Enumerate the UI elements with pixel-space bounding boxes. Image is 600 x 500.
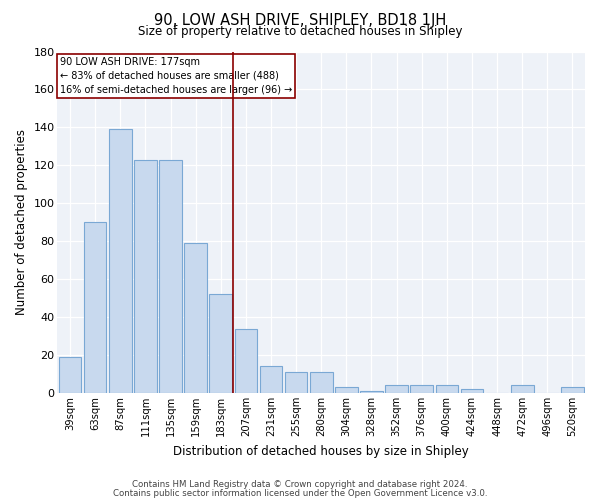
Bar — [184, 243, 207, 393]
Bar — [260, 366, 282, 393]
Bar — [360, 391, 383, 393]
Bar — [511, 386, 533, 393]
Bar — [235, 328, 257, 393]
Text: 90 LOW ASH DRIVE: 177sqm
← 83% of detached houses are smaller (488)
16% of semi-: 90 LOW ASH DRIVE: 177sqm ← 83% of detach… — [60, 56, 292, 94]
Bar — [561, 388, 584, 393]
Bar — [385, 386, 408, 393]
Bar — [335, 388, 358, 393]
Bar — [461, 389, 483, 393]
Bar — [436, 386, 458, 393]
Y-axis label: Number of detached properties: Number of detached properties — [15, 130, 28, 316]
Text: 90, LOW ASH DRIVE, SHIPLEY, BD18 1JH: 90, LOW ASH DRIVE, SHIPLEY, BD18 1JH — [154, 12, 446, 28]
Text: Contains HM Land Registry data © Crown copyright and database right 2024.: Contains HM Land Registry data © Crown c… — [132, 480, 468, 489]
Bar — [209, 294, 232, 393]
Bar — [310, 372, 332, 393]
Bar — [285, 372, 307, 393]
Text: Contains public sector information licensed under the Open Government Licence v3: Contains public sector information licen… — [113, 489, 487, 498]
Bar — [159, 160, 182, 393]
X-axis label: Distribution of detached houses by size in Shipley: Distribution of detached houses by size … — [173, 444, 469, 458]
Bar — [134, 160, 157, 393]
Bar — [410, 386, 433, 393]
Bar — [59, 357, 82, 393]
Bar — [84, 222, 106, 393]
Bar — [109, 130, 131, 393]
Text: Size of property relative to detached houses in Shipley: Size of property relative to detached ho… — [138, 25, 462, 38]
